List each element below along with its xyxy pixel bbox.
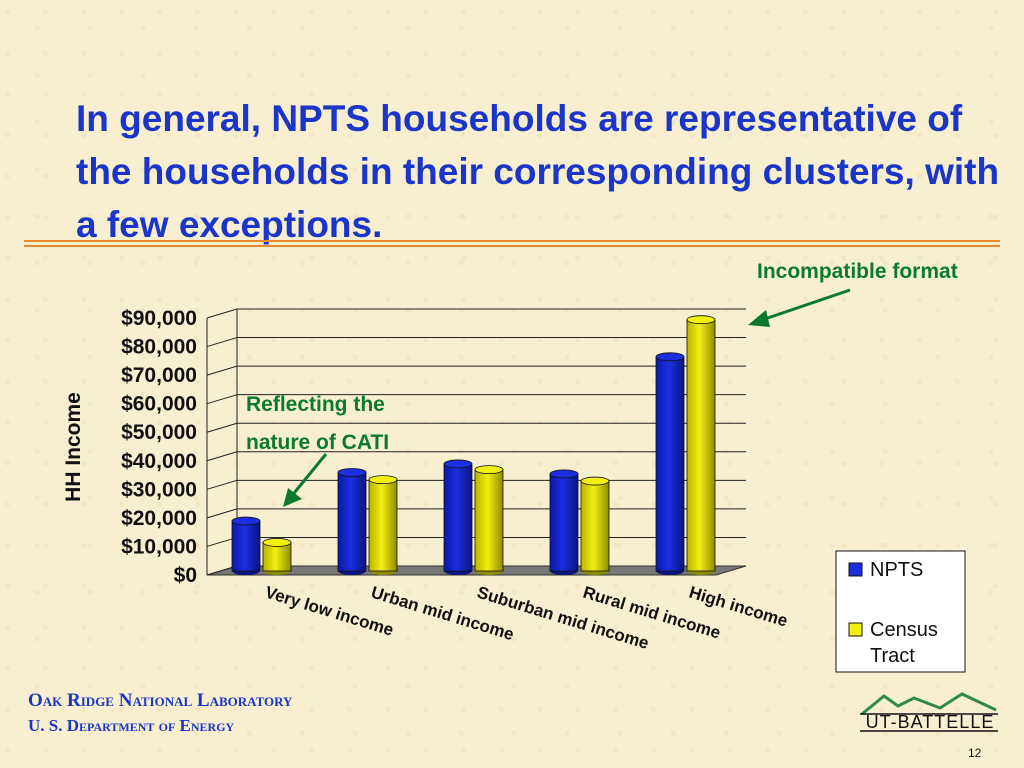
bar-top [368, 475, 398, 485]
y-tick-label: $50,000 [121, 421, 197, 444]
gridline-side [206, 308, 238, 319]
legend-swatch [848, 562, 863, 577]
bar-census-tract [368, 479, 398, 572]
y-tick-label: $40,000 [121, 450, 197, 473]
legend-label: Tract [870, 645, 915, 667]
bar-top [655, 352, 685, 362]
bar-top [580, 476, 610, 486]
gridline-side [206, 479, 238, 490]
cati-note-line-2: nature of CATI [246, 431, 390, 454]
y-tick-label: $10,000 [121, 535, 197, 558]
logo-text: UT-BATTELLE [865, 712, 995, 732]
incompatible-arrow-head [748, 310, 770, 327]
bar-npts [549, 473, 579, 572]
y-tick-label: $0 [174, 564, 197, 587]
bar-top [443, 459, 473, 469]
bar-npts [337, 472, 367, 572]
y-tick-label: $90,000 [121, 307, 197, 330]
bar-top [262, 538, 292, 547]
gridline-side [206, 422, 238, 433]
page-number: 12 [968, 746, 982, 760]
bar-top [231, 516, 261, 526]
y-tick-label: $20,000 [121, 507, 197, 530]
gridline-side [206, 337, 238, 348]
y-tick-label: $30,000 [121, 478, 197, 501]
incompatible-arrow-shaft [755, 288, 851, 324]
cati-note-line-1: Reflecting the [246, 393, 385, 416]
incompatible-format-note: Incompatible format [757, 260, 958, 283]
cati-arrow-head [283, 488, 302, 507]
footer-department: U. S. Department of Energy [28, 716, 235, 735]
legend-label: NPTS [870, 559, 923, 581]
bar-npts [655, 356, 685, 572]
ut-battelle-logo-icon [860, 692, 998, 732]
legend-swatch [848, 622, 863, 637]
cati-arrow-shaft [288, 453, 328, 499]
bar-top [337, 468, 367, 477]
footer-laboratory: Oak Ridge National Laboratory [28, 690, 293, 711]
gridline-side [206, 451, 238, 462]
bar-census-tract [580, 480, 610, 572]
gridline-side [206, 365, 238, 376]
bar-top [549, 469, 579, 479]
bar-census-tract [474, 469, 504, 572]
y-tick-label: $70,000 [121, 364, 197, 387]
bar-census-tract [686, 319, 716, 572]
gridline-side [206, 394, 238, 405]
title-divider-bottom [24, 245, 1000, 247]
y-axis-title: HH Income [62, 392, 85, 502]
slide-title: In general, NPTS households are represen… [76, 98, 1000, 245]
bar-census-tract [262, 542, 292, 572]
y-tick-label: $80,000 [121, 336, 197, 359]
x-category-label: Suburban mid income [475, 583, 651, 653]
bar-top [686, 315, 716, 325]
title-divider-top [24, 240, 1000, 242]
gridline-side [206, 508, 238, 519]
bar-top [474, 465, 504, 475]
legend-label: Census [870, 619, 938, 641]
y-tick-label: $60,000 [121, 393, 197, 416]
bar-npts [443, 463, 473, 572]
bar-npts [231, 520, 261, 572]
